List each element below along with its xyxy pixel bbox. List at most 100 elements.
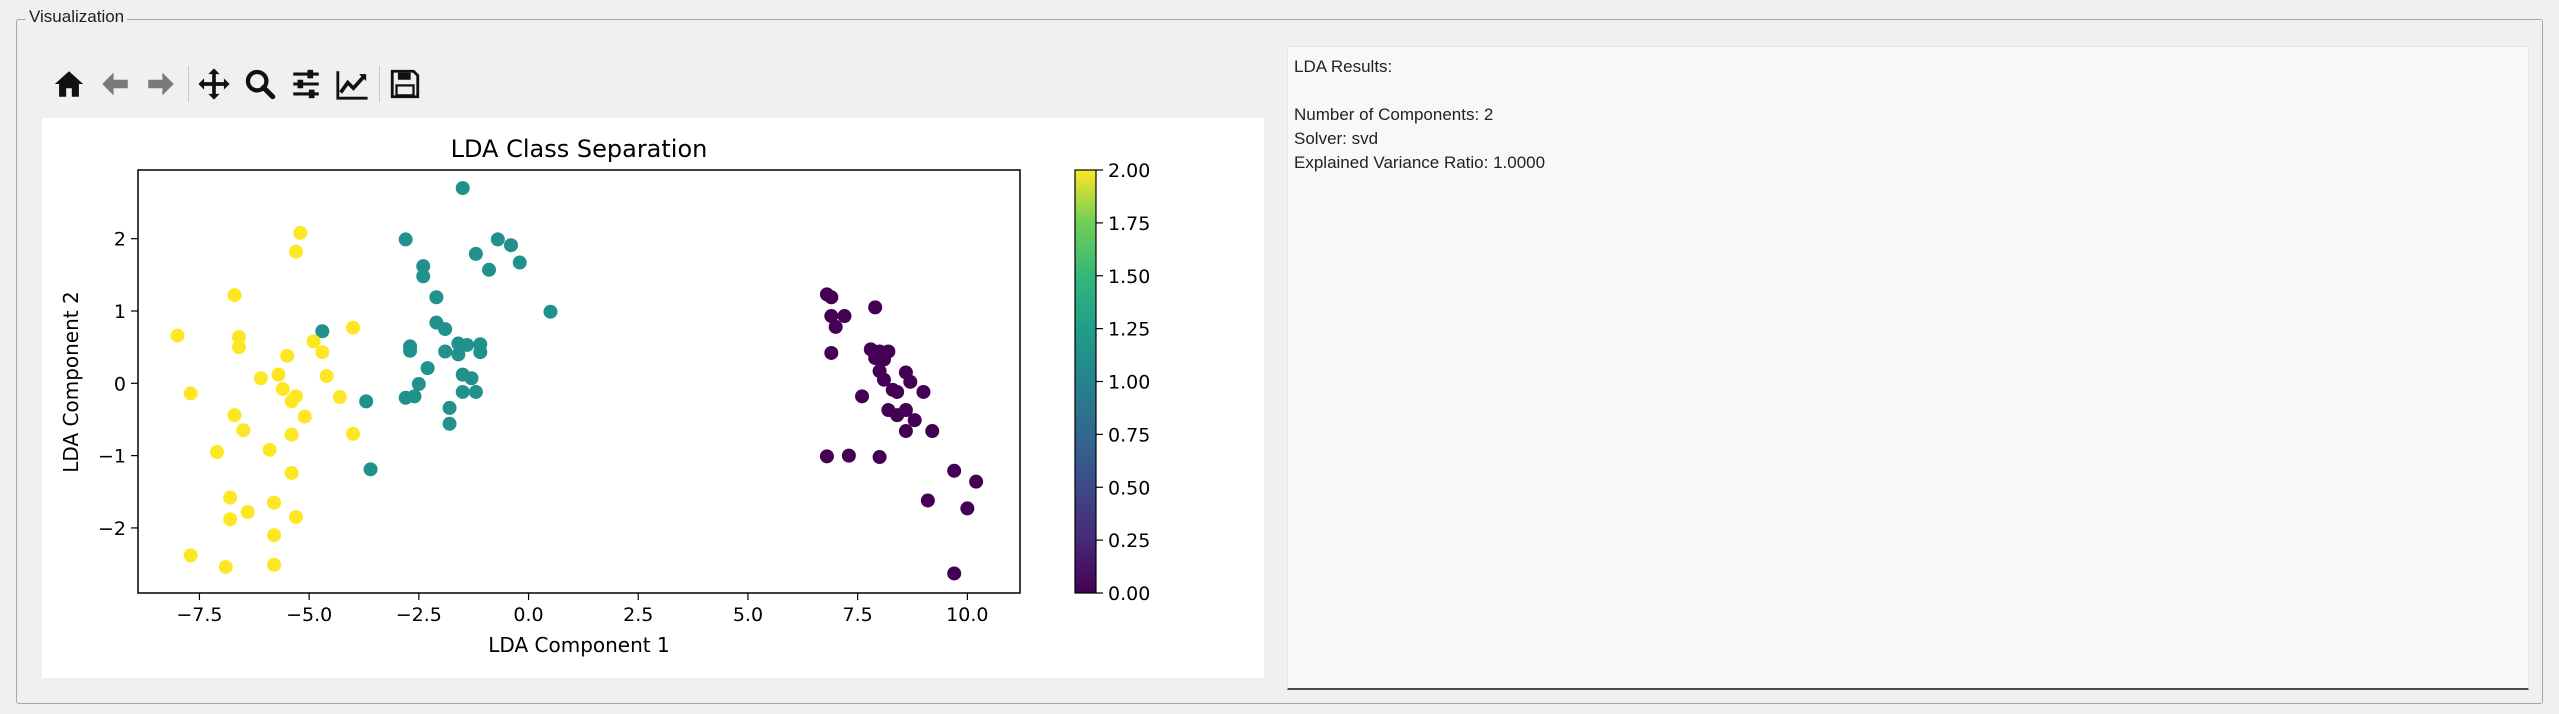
data-point-class-1: [429, 290, 444, 305]
data-point-class-0: [903, 374, 918, 389]
data-point-class-2: [267, 528, 282, 543]
data-point-class-2: [231, 330, 246, 345]
data-point-class-2: [267, 557, 282, 572]
x-tick-label: 0.0: [513, 604, 543, 626]
data-point-class-2: [271, 367, 286, 382]
data-point-class-2: [306, 334, 321, 349]
data-point-class-1: [468, 384, 483, 399]
data-point-class-0: [828, 319, 843, 334]
data-point-class-2: [275, 382, 290, 397]
data-point-class-1: [315, 324, 330, 339]
data-point-class-2: [293, 225, 308, 240]
data-point-class-0: [960, 501, 975, 516]
y-tick-label: −1: [98, 446, 126, 468]
colorbar-tick-label: 2.00: [1108, 160, 1150, 182]
pan-button[interactable]: [193, 63, 235, 105]
x-tick-label: 7.5: [843, 604, 873, 626]
back-button[interactable]: [94, 63, 136, 105]
data-point-class-2: [284, 465, 299, 480]
data-point-class-0: [947, 566, 962, 581]
data-point-class-1: [403, 343, 418, 358]
data-point-class-1: [455, 181, 470, 196]
data-point-class-2: [209, 445, 224, 459]
toolbar-separator: [379, 66, 380, 102]
configure-subplots-button[interactable]: [285, 63, 327, 105]
data-point-class-2: [223, 512, 238, 527]
data-point-class-1: [442, 400, 457, 415]
data-point-class-1: [451, 347, 466, 362]
data-point-class-1: [442, 416, 457, 431]
y-axis: −2 −1 0 1 2: [98, 229, 138, 540]
data-point-class-2: [262, 442, 277, 457]
data-point-class-1: [473, 345, 488, 360]
data-point-class-2: [284, 427, 299, 442]
y-tick-label: 0: [114, 373, 126, 395]
data-point-class-0: [916, 384, 931, 399]
data-point-class-2: [170, 328, 185, 343]
results-variance-ratio: Explained Variance Ratio: 1.0000: [1294, 153, 1546, 172]
data-point-class-2: [223, 490, 238, 505]
data-point-class-2: [315, 345, 330, 360]
data-point-class-2: [267, 495, 282, 510]
data-point-class-2: [231, 340, 246, 355]
plot-toolbar: [48, 63, 430, 105]
data-point-class-0: [881, 344, 896, 359]
data-point-class-1: [490, 232, 505, 247]
data-point-class-2: [288, 510, 303, 525]
x-tick-label: −7.5: [176, 604, 222, 626]
plot-canvas[interactable]: LDA Class Separation −7.5 −5.0 −2.5 0.0 2.5 5…: [42, 118, 1264, 678]
forward-button[interactable]: [140, 63, 182, 105]
data-point-class-0: [824, 345, 839, 360]
colorbar: [1074, 169, 1097, 594]
y-axis-label: LDA Component 2: [59, 291, 83, 472]
colorbar-tick-label: 1.00: [1108, 372, 1150, 394]
arrow-left-icon: [102, 72, 128, 96]
data-point-class-2: [280, 348, 295, 363]
x-tick-label: 10.0: [946, 604, 988, 626]
sliders-icon: [293, 69, 319, 99]
data-point-class-0: [969, 474, 984, 489]
data-point-class-1: [398, 390, 413, 405]
data-point-class-2: [183, 548, 198, 563]
data-point-class-1: [455, 384, 470, 399]
data-point-class-1: [416, 259, 431, 274]
data-point-class-0: [872, 450, 887, 465]
plot-frame: [137, 169, 1021, 594]
edit-axes-button[interactable]: [331, 63, 373, 105]
data-point-class-0: [890, 384, 905, 399]
line-chart-icon: [336, 71, 368, 100]
x-tick-label: −2.5: [396, 604, 442, 626]
x-tick-label: −5.0: [286, 604, 332, 626]
x-tick-label: 2.5: [623, 604, 653, 626]
data-point-class-2: [288, 244, 303, 259]
data-point-class-2: [346, 320, 361, 335]
data-point-class-1: [468, 246, 483, 261]
lda-results-panel[interactable]: LDA Results: Number of Components: 2 Sol…: [1287, 46, 2529, 690]
data-point-class-0: [876, 372, 891, 387]
colorbar-tick-label: 1.75: [1108, 213, 1150, 235]
data-point-class-2: [183, 386, 198, 401]
data-point-class-2: [227, 408, 242, 423]
data-point-class-2: [253, 371, 268, 386]
data-point-class-1: [416, 269, 431, 284]
home-icon: [54, 71, 84, 97]
zoom-button[interactable]: [239, 63, 281, 105]
data-point-class-1: [512, 255, 527, 270]
colorbar-tick-label: 0.00: [1108, 583, 1150, 605]
magnifier-icon: [245, 69, 276, 100]
data-point-class-0: [824, 309, 839, 324]
data-point-class-1: [460, 337, 475, 352]
colorbar-tick-label: 0.50: [1108, 477, 1150, 499]
data-point-class-0: [855, 389, 870, 404]
data-point-class-0: [898, 424, 913, 439]
save-figure-button[interactable]: [384, 63, 426, 105]
colorbar-tick-label: 0.25: [1108, 530, 1150, 552]
data-point-class-1: [438, 322, 453, 337]
x-axis: −7.5 −5.0 −2.5 0.0 2.5 5.0 7.5 10.0: [176, 593, 988, 626]
data-point-class-0: [837, 309, 852, 324]
data-point-class-1: [398, 232, 413, 247]
data-point-class-1: [363, 462, 378, 477]
home-button[interactable]: [48, 63, 90, 105]
data-point-class-2: [284, 394, 299, 409]
data-point-class-2: [218, 559, 233, 574]
